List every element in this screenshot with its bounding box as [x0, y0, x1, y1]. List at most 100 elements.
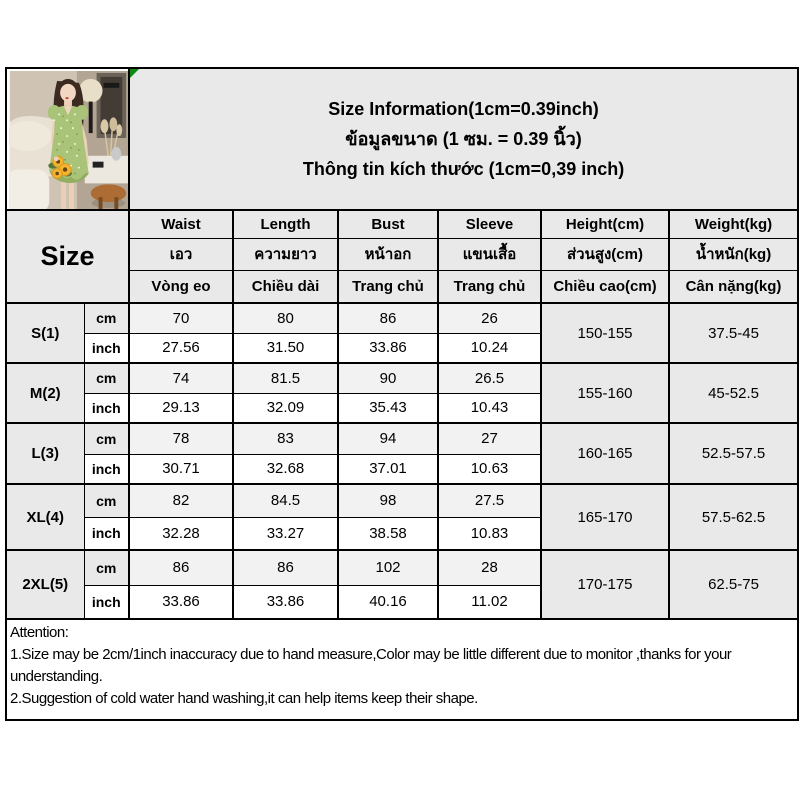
value-cell: 33.86: [337, 332, 439, 364]
weight-range-cell: 37.5-45: [667, 302, 799, 364]
value-cell: 27.5: [437, 483, 542, 518]
model-legs: [61, 177, 67, 209]
value-cell: 70: [128, 302, 234, 334]
value-cell: 90: [337, 362, 439, 394]
col-header-height-vi: Chiều cao(cm): [540, 269, 670, 304]
unit-label-inch: inch: [83, 584, 130, 620]
size-label-2xl: 2XL(5): [5, 549, 85, 620]
weight-range-cell: 57.5-62.5: [667, 483, 799, 551]
value-cell: 78: [128, 422, 234, 455]
size-corner-header: Size: [5, 209, 130, 304]
unit-label-cm: cm: [83, 549, 130, 586]
col-header-weight-th: น้ำหนัก(kg): [667, 237, 799, 271]
value-cell: 83: [232, 422, 339, 455]
unit-label-cm: cm: [83, 362, 130, 394]
height-range-cell: 160-165: [540, 422, 670, 485]
side-table: [84, 155, 128, 184]
value-cell: 98: [337, 483, 439, 518]
value-cell: 32.28: [128, 516, 234, 551]
value-cell: 27.56: [128, 332, 234, 364]
value-cell: 37.01: [337, 453, 439, 485]
value-cell: 30.71: [128, 453, 234, 485]
table-row: XL(4) cm 82 84.5 98 27.5 165-170 57.5-62…: [5, 483, 799, 551]
size-label-s: S(1): [5, 302, 85, 364]
unit-label-inch: inch: [83, 516, 130, 551]
col-header-waist-th: เอว: [128, 237, 234, 271]
unit-label-cm: cm: [83, 422, 130, 455]
title-line-en: Size Information(1cm=0.39inch): [328, 99, 599, 119]
title-line-th: ข้อมูลขนาด (1 ซม. = 0.39 นิ้ว): [345, 129, 582, 149]
col-header-bust-vi: Trang chủ: [337, 269, 439, 304]
height-range-cell: 165-170: [540, 483, 670, 551]
value-cell: 84.5: [232, 483, 339, 518]
col-header-bust-th: หน้าอก: [337, 237, 439, 271]
sunflowers: [51, 155, 72, 179]
product-photo-cell: [5, 67, 130, 211]
value-cell: 102: [337, 549, 439, 586]
table-row: inch 30.71 32.68 37.01 10.63: [6, 453, 798, 485]
col-header-weight-vi: Cân nặng(kg): [667, 269, 799, 304]
value-cell: 40.16: [337, 584, 439, 620]
value-cell: 10.83: [437, 516, 542, 551]
bedding: [9, 169, 50, 209]
wooden-stool: [90, 184, 127, 203]
value-cell: 26: [437, 302, 542, 334]
value-cell: 32.68: [232, 453, 339, 485]
weight-range-cell: 52.5-57.5: [667, 422, 799, 485]
value-cell: 74: [128, 362, 234, 394]
value-cell: 81.5: [232, 362, 339, 394]
table-row: inch 32.28 33.27 38.58 10.83: [6, 516, 798, 551]
col-header-sleeve-vi: Trang chủ: [437, 269, 542, 304]
unit-label-cm: cm: [83, 483, 130, 518]
product-photo: [9, 71, 128, 209]
height-range-cell: 155-160: [540, 362, 670, 424]
attention-heading: Attention:: [10, 624, 69, 641]
height-range-cell: 170-175: [540, 549, 670, 620]
size-table: Size Information(1cm=0.39inch) ข้อมูลขนา…: [5, 67, 800, 721]
title-line-vi: Thông tin kích thước (1cm=0,39 inch): [302, 159, 625, 179]
value-cell: 82: [128, 483, 234, 518]
size-chart-sheet: Size Information(1cm=0.39inch) ข้อมูลขนา…: [5, 67, 800, 721]
col-header-height-en: Height(cm): [540, 209, 670, 239]
value-cell: 86: [128, 549, 234, 586]
unit-label-cm: cm: [83, 302, 130, 334]
weight-range-cell: 62.5-75: [667, 549, 799, 620]
height-range-cell: 150-155: [540, 302, 670, 364]
table-row: 2XL(5) cm 86 86 102 28 170-175 62.5-75: [5, 549, 799, 620]
value-cell: 31.50: [232, 332, 339, 364]
col-header-length-en: Length: [232, 209, 339, 239]
attention-line-1: 1.Size may be 2cm/1inch inaccuracy due t…: [10, 646, 732, 685]
size-label-l: L(3): [5, 422, 85, 485]
table-row: inch 27.56 31.50 33.86 10.24: [6, 332, 798, 364]
size-label-m: M(2): [5, 362, 85, 424]
table-row: S(1) cm 70 80 86 26 150-155 37.5-45: [5, 302, 799, 364]
unit-label-inch: inch: [83, 453, 130, 485]
attention-note: Attention: 1.Size may be 2cm/1inch inacc…: [5, 618, 799, 721]
value-cell: 10.63: [437, 453, 542, 485]
weight-range-cell: 45-52.5: [667, 362, 799, 424]
value-cell: 86: [337, 302, 439, 334]
value-cell: 32.09: [232, 392, 339, 424]
col-header-sleeve-en: Sleeve: [437, 209, 542, 239]
col-header-bust-en: Bust: [337, 209, 439, 239]
value-cell: 26.5: [437, 362, 542, 394]
table-row: M(2) cm 74 81.5 90 26.5 155-160 45-52.5: [5, 362, 799, 424]
value-cell: 80: [232, 302, 339, 334]
unit-label-inch: inch: [83, 332, 130, 364]
col-header-weight-en: Weight(kg): [667, 209, 799, 239]
value-cell: 94: [337, 422, 439, 455]
value-cell: 29.13: [128, 392, 234, 424]
green-corner-marker: [131, 69, 139, 78]
value-cell: 38.58: [337, 516, 439, 551]
col-header-height-th: ส่วนสูง(cm): [540, 237, 670, 271]
unit-label-inch: inch: [83, 392, 130, 424]
model-face: [60, 83, 76, 102]
col-header-sleeve-th: แขนเสื้อ: [437, 237, 542, 271]
col-header-length-vi: Chiều dài: [232, 269, 339, 304]
dress-floral-dots: [53, 113, 80, 169]
value-cell: 28: [437, 549, 542, 586]
value-cell: 33.86: [128, 584, 234, 620]
value-cell: 33.27: [232, 516, 339, 551]
col-header-length-th: ความยาว: [232, 237, 339, 271]
value-cell: 35.43: [337, 392, 439, 424]
